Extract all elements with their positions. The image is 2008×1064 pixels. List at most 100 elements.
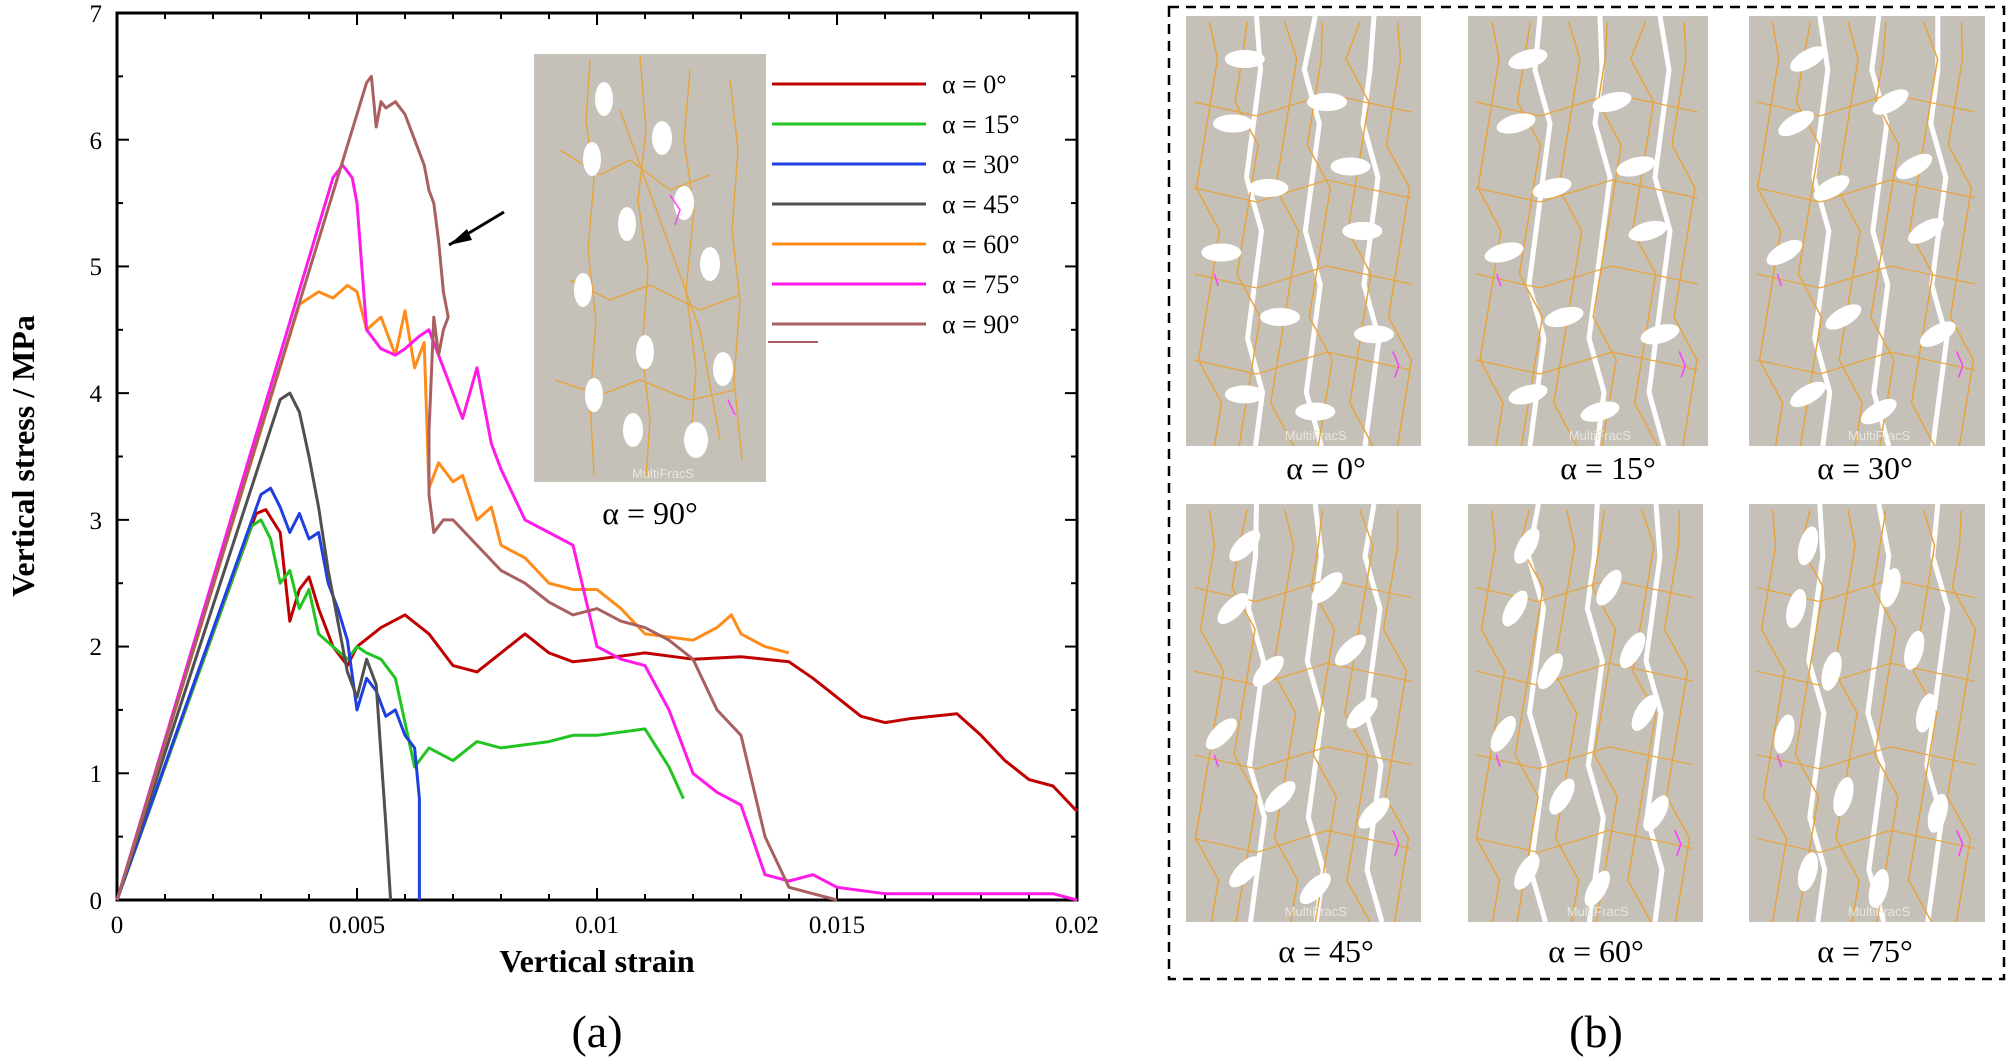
inclusion (1786, 589, 1807, 628)
fracture-band (1304, 503, 1326, 923)
inset-specimen-background (534, 54, 766, 482)
inclusion (1825, 304, 1862, 330)
tensile-mark (1213, 273, 1219, 287)
crack (1382, 510, 1410, 923)
crack (1795, 21, 1823, 447)
inclusion (1584, 870, 1610, 907)
series-line-1 (115, 518, 685, 901)
inclusion (1790, 46, 1826, 72)
specimen-1: MultiFracS (1468, 15, 1708, 447)
specimen-0: MultiFracS (1186, 15, 1421, 447)
crack (1756, 93, 1976, 117)
inclusion (1774, 714, 1795, 754)
crack (1193, 93, 1412, 117)
inclusion (1248, 179, 1289, 197)
legend-label: α = 30° (942, 150, 1020, 179)
inclusion (1868, 869, 1889, 909)
inclusion (1616, 156, 1656, 177)
inclusion (1927, 793, 1948, 833)
inclusion (1346, 697, 1378, 729)
tensile-mark (1392, 351, 1400, 378)
crack (1516, 21, 1544, 447)
crack (1194, 509, 1225, 923)
inclusion (1330, 157, 1371, 176)
inclusion (1201, 243, 1242, 262)
tensile-mark (1496, 273, 1502, 287)
fracture-band (1243, 15, 1266, 447)
inclusion (1342, 222, 1383, 240)
y-tick-label: 5 (90, 254, 103, 281)
legend-label: α = 90° (942, 310, 1020, 339)
specimen-caption: α = 0° (1286, 450, 1366, 486)
series-line-3 (115, 391, 393, 901)
crack (1306, 21, 1334, 447)
panel-a-label: (a) (571, 1006, 622, 1057)
specimen-2: MultiFracS (1749, 15, 1985, 447)
y-axis-label: Vertical stress / MPa (5, 315, 41, 597)
legend-label: α = 45° (942, 190, 1020, 219)
crack (1756, 578, 1976, 603)
legend-label: α = 60° (942, 230, 1020, 259)
crack (1385, 21, 1413, 447)
crack (1271, 509, 1299, 923)
x-tick-label: 0.02 (1055, 912, 1099, 939)
crack (1514, 509, 1544, 923)
inclusion (1484, 242, 1524, 263)
crack (1475, 746, 1694, 770)
panel-b-label: (b) (1569, 1006, 1623, 1057)
x-tick-label: 0.005 (329, 912, 385, 939)
inclusion (1797, 526, 1819, 566)
crack (1475, 509, 1506, 923)
crack (1193, 578, 1412, 603)
crack (1193, 351, 1412, 375)
inset-watermark: MultiFracS (632, 466, 694, 481)
fracture-band (1525, 503, 1548, 923)
specimen-4: MultiFracS (1468, 503, 1703, 923)
inclusion (1821, 651, 1842, 691)
inclusion (1860, 398, 1897, 425)
series-line-6 (115, 74, 838, 902)
inclusion (1915, 693, 1937, 733)
inclusion (1307, 93, 1347, 111)
inclusion (1358, 797, 1390, 829)
specimen-3: MultiFracS (1186, 503, 1421, 923)
specimen-background (1186, 504, 1421, 922)
crack (1475, 179, 1699, 203)
crack (1310, 509, 1338, 923)
fracture-band (1643, 503, 1665, 923)
crack (1475, 662, 1694, 686)
x-tick-label: 0.01 (575, 912, 619, 939)
crack (1193, 179, 1412, 203)
crack (1195, 21, 1223, 447)
fracture-band (1869, 15, 1892, 447)
inclusion (1537, 653, 1563, 690)
x-axis-label: Vertical strain (499, 943, 694, 979)
inclusion (1790, 381, 1826, 408)
inclusion (1549, 778, 1575, 815)
series-line-4 (115, 283, 790, 901)
inclusion (1797, 852, 1819, 892)
panel-b-specimens: MultiFracS MultiFracS MultiFracS MultiFracS… (1167, 5, 2006, 981)
y-tick-label: 7 (90, 1, 103, 28)
inclusion (1628, 220, 1668, 242)
crack (1475, 578, 1694, 603)
legend-label: α = 75° (942, 270, 1020, 299)
inclusion (1229, 530, 1261, 562)
inclusion (1299, 873, 1331, 905)
tick-marks (116, 12, 1078, 901)
fracture-band (1865, 503, 1892, 923)
inclusion (1592, 91, 1632, 113)
inclusion (1532, 177, 1572, 199)
inclusion (1514, 527, 1540, 564)
tick-labels: 0 0.005 0.01 0.015 0.02 0 1 2 3 4 5 6 7 (90, 1, 1099, 939)
fracture-band (1245, 503, 1268, 923)
series-layer (115, 74, 1079, 902)
crack (1756, 746, 1976, 770)
crack (1475, 351, 1699, 375)
crack (1907, 509, 1938, 923)
crack (1833, 509, 1860, 923)
inclusion (1778, 110, 1815, 137)
tensile-mark (1678, 351, 1687, 378)
fracture-band (1586, 15, 1613, 447)
